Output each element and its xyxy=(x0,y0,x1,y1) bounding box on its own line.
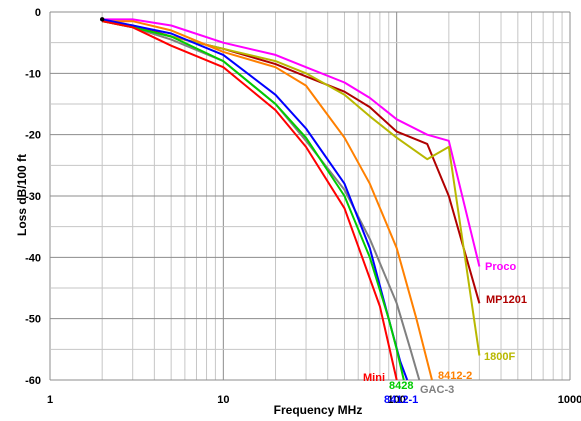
series-line-proco xyxy=(102,18,481,267)
y-tick-labels: 0 -10 -20 -30 -40 -50 -60 xyxy=(25,7,41,387)
series-label: GAC-3 xyxy=(420,384,454,396)
start-point-marker xyxy=(99,17,105,22)
series-label: 1800F xyxy=(484,351,515,363)
series-label: 8412-2 xyxy=(438,370,472,382)
series-points xyxy=(99,17,105,22)
x-axis-title: Frequency MHz xyxy=(274,403,363,417)
x-tick-labels: 1 10 100 1000 xyxy=(47,394,581,406)
y-tick-label: -10 xyxy=(25,68,41,80)
series-line-8428 xyxy=(102,20,405,381)
y-tick-label: 0 xyxy=(35,7,41,19)
series-label: MP1201 xyxy=(486,294,527,306)
series-label: 8412-1 xyxy=(384,394,418,406)
series-line-gac-3 xyxy=(101,18,421,381)
y-tick-label: -30 xyxy=(25,191,41,203)
x-tick-label: 1 xyxy=(47,394,53,406)
y-tick-label: -40 xyxy=(25,252,41,264)
grid xyxy=(49,11,571,381)
y-tick-label: -20 xyxy=(25,130,41,142)
series-label: Mini xyxy=(363,372,385,384)
y-tick-label: -50 xyxy=(25,314,41,326)
y-tick-label: -60 xyxy=(25,375,41,387)
series-label: 8428 xyxy=(389,380,413,392)
series-lines xyxy=(101,18,481,381)
x-tick-label: 1000 xyxy=(558,394,581,406)
series-line-mini xyxy=(102,20,398,381)
x-tick-label: 100 xyxy=(387,394,405,406)
x-tick-label: 10 xyxy=(217,394,229,406)
series-label: Proco xyxy=(485,261,516,273)
y-axis-title: Loss dB/100 ft xyxy=(15,154,29,236)
series-line-8412-2 xyxy=(102,20,433,381)
